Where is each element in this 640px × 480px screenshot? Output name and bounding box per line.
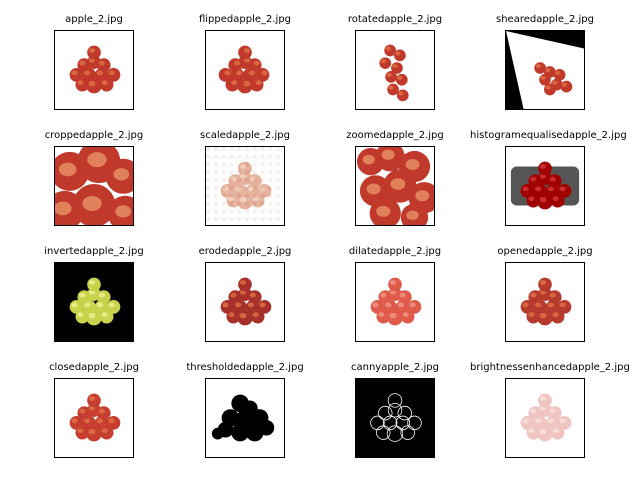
image-title: closedapple_2.jpg xyxy=(49,362,139,373)
image-title: cannyapple_2.jpg xyxy=(351,362,439,373)
apple-pile-icon xyxy=(54,30,134,110)
apple-pile-icon xyxy=(355,146,435,226)
apple-pile-icon xyxy=(505,146,585,226)
apple-pile-icon xyxy=(355,262,435,342)
image-title: rotatedapple_2.jpg xyxy=(347,14,443,25)
apple-pile-icon xyxy=(505,30,585,110)
image-title: scaledapple_2.jpg xyxy=(200,130,290,141)
image-title: openedapple_2.jpg xyxy=(497,246,593,257)
image-title: thresholdedapple_2.jpg xyxy=(186,362,304,373)
image-title: shearedapple_2.jpg xyxy=(496,14,594,25)
image-title: brightnessenhancedapple_2.jpg xyxy=(470,362,630,373)
image-title: histogramequalisedapple_2.jpg xyxy=(470,130,627,141)
apple-silhouette-icon xyxy=(205,378,285,458)
image-title: zoomedapple_2.jpg xyxy=(346,130,444,141)
apple-pile-icon xyxy=(505,378,585,458)
apple-pile-icon xyxy=(54,262,134,342)
image-title: invertedapple_2.jpg xyxy=(44,246,144,257)
apple-edges-icon xyxy=(355,378,435,458)
apple-pile-icon xyxy=(54,378,134,458)
apple-pile-icon xyxy=(205,146,285,226)
apple-pile-icon xyxy=(54,146,134,226)
apple-pile-icon xyxy=(205,30,285,110)
image-title: flippedapple_2.jpg xyxy=(198,14,292,25)
image-title: croppedapple_2.jpg xyxy=(44,130,144,141)
apple-pile-icon xyxy=(355,30,435,110)
image-title: dilatedapple_2.jpg xyxy=(348,246,442,257)
apple-pile-icon xyxy=(505,262,585,342)
image-title: apple_2.jpg xyxy=(65,14,123,25)
apple-pile-icon xyxy=(205,262,285,342)
image-title: erodedapple_2.jpg xyxy=(198,246,292,257)
